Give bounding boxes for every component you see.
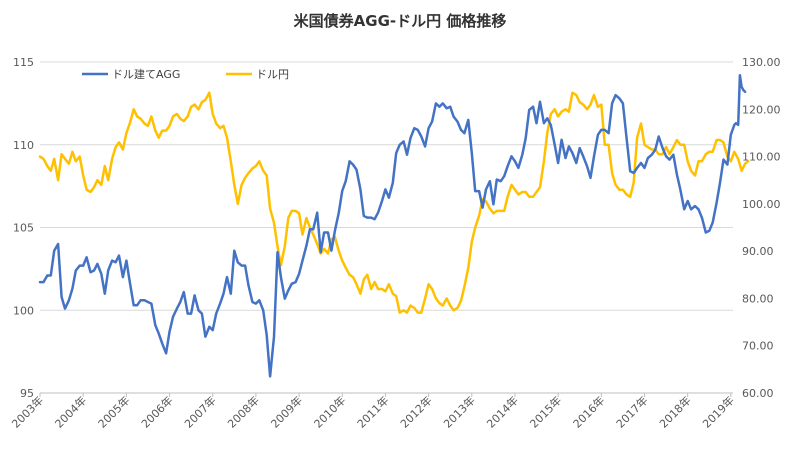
y-left-tick-label: 100 xyxy=(13,304,34,317)
y-right-tick-label: 120.00 xyxy=(742,103,781,116)
y-right-tick-label: 130.00 xyxy=(742,56,781,69)
y-left-tick-label: 105 xyxy=(13,222,34,235)
y-right-tick-label: 60.00 xyxy=(742,387,774,400)
series-lines xyxy=(38,73,750,378)
chart-title: 米国債券AGG-ドル円 価格推移 xyxy=(294,12,507,30)
y-right-tick-label: 70.00 xyxy=(742,340,774,353)
legend-label-agg: ドル建てAGG xyxy=(112,67,180,81)
legend: ドル建てAGG ドル円 xyxy=(82,67,289,81)
series-line-usdjpy xyxy=(38,91,750,314)
y-right-tick-label: 110.00 xyxy=(742,151,781,164)
series-line-agg xyxy=(38,73,747,378)
y-left-tick-label: 95 xyxy=(20,387,34,400)
y-right-tick-label: 80.00 xyxy=(742,292,774,305)
y-right-tick-label: 100.00 xyxy=(742,198,781,211)
legend-label-usdjpy: ドル円 xyxy=(256,68,289,81)
y-right-tick-label: 90.00 xyxy=(742,245,774,258)
y-left-tick-label: 110 xyxy=(13,139,34,152)
y-left-tick-label: 115 xyxy=(13,56,34,69)
